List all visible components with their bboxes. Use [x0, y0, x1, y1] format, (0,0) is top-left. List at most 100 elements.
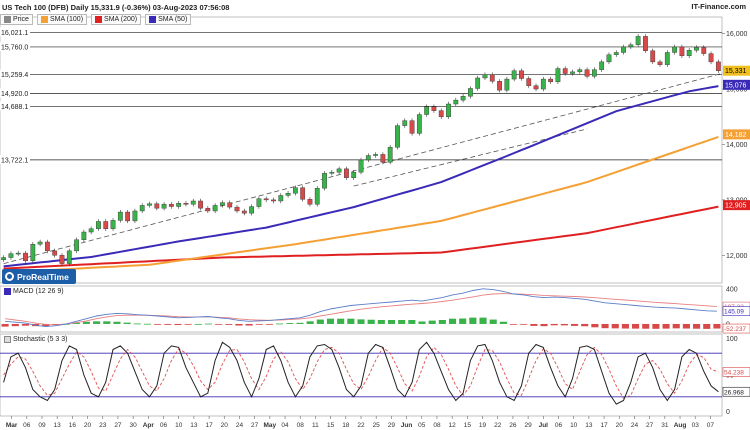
candle-body: [198, 200, 203, 209]
candle-body: [292, 187, 298, 194]
macd-histogram-bar: [693, 323, 701, 329]
x-tick-label: 12: [449, 422, 457, 429]
macd-histogram-bar: [499, 321, 507, 324]
macd-histogram-bar: [540, 323, 548, 327]
x-tick-label: 11: [312, 422, 319, 429]
macd-histogram-bar: [225, 323, 233, 325]
x-tick-label: 06: [23, 422, 31, 429]
macd-histogram-bar: [520, 323, 528, 325]
x-tick-label: Apr: [143, 422, 155, 429]
candle-body: [183, 202, 189, 205]
x-tick-label: 15: [327, 422, 335, 429]
price-value-tag-text: 15,076: [725, 82, 747, 89]
candle-body: [519, 70, 524, 79]
x-tick-label: 18: [342, 422, 350, 429]
x-tick-label: 04: [281, 422, 289, 429]
legend-item-sma200[interactable]: SMA (200): [91, 14, 142, 25]
stoch-value-tag: [722, 367, 750, 377]
price-value-tag-text: 12,905: [725, 203, 747, 210]
x-tick-label: Jun: [401, 422, 413, 429]
candle-body: [220, 202, 225, 206]
macd-histogram-bar: [103, 321, 111, 324]
candle-body: [263, 198, 269, 201]
x-tick-label: 20: [221, 422, 229, 429]
trendline: [3, 72, 726, 264]
candle-body: [540, 78, 546, 90]
legend-item-sma50[interactable]: SMA (50): [145, 14, 192, 25]
level-label: 13,722.1: [1, 157, 28, 164]
candle-body: [577, 69, 583, 73]
candle-body: [446, 103, 451, 117]
stoch-y-tick: 0: [726, 409, 730, 416]
x-tick-label: 09: [38, 422, 46, 429]
candle-body: [205, 207, 211, 212]
macd-histogram-bar: [265, 323, 274, 325]
candle-body: [606, 54, 612, 63]
x-tick-label: 13: [190, 422, 198, 429]
candle-body: [380, 154, 386, 163]
macd-histogram-bar: [286, 323, 294, 324]
candle-body: [285, 193, 291, 196]
candle-body: [664, 52, 670, 65]
candle-body: [161, 204, 167, 209]
macd-histogram-bar: [459, 318, 467, 324]
candle-body: [23, 252, 28, 262]
candle-body: [504, 78, 510, 91]
macd-value-tag: [722, 323, 750, 334]
brand-label[interactable]: IT-Finance.com: [691, 2, 746, 11]
price-y-tick: 12,000: [726, 253, 748, 260]
candle-body: [96, 221, 101, 229]
candle-body: [358, 159, 364, 173]
stoch-swatch: [4, 336, 11, 343]
x-tick-label: 27: [251, 422, 259, 429]
candle-body: [139, 205, 145, 212]
candle-body: [497, 81, 502, 91]
macd-histogram-bar: [550, 323, 558, 326]
macd-histogram-bar: [448, 318, 457, 324]
candle-body: [489, 74, 495, 82]
macd-histogram-bar: [215, 323, 223, 325]
macd-histogram-bar: [570, 323, 579, 326]
macd-histogram-bar: [652, 323, 660, 329]
macd-histogram-bar: [316, 319, 324, 324]
candle-body: [460, 96, 466, 101]
candle-body: [708, 53, 714, 63]
candle-body: [110, 220, 116, 229]
x-tick-label: 20: [616, 422, 624, 429]
macd-histogram-bar: [469, 317, 477, 324]
candle-body: [52, 250, 58, 256]
macd-histogram-bar: [174, 323, 182, 326]
x-tick-label: 03: [692, 422, 700, 429]
macd-histogram-bar: [581, 323, 589, 327]
macd-histogram-bar: [621, 323, 629, 329]
macd-histogram-bar: [408, 320, 416, 324]
macd-histogram-bar: [276, 323, 284, 325]
x-tick-label: 10: [175, 422, 183, 429]
macd-histogram-bar: [601, 323, 609, 329]
legend-item-sma100[interactable]: SMA (100): [36, 14, 88, 25]
candle-body: [234, 206, 240, 212]
x-tick-label: 07: [707, 422, 715, 429]
level-label-bg: [0, 154, 30, 164]
candle-body: [613, 52, 619, 55]
candle-body: [154, 203, 160, 209]
candle-body: [526, 78, 532, 86]
candle-body: [438, 110, 444, 117]
candle-body: [125, 211, 131, 222]
candle-body: [657, 61, 663, 65]
x-tick-label: 22: [494, 422, 502, 429]
logo-circle-icon: [5, 272, 14, 281]
candle-body: [672, 46, 677, 53]
macd-histogram-bar: [682, 323, 690, 329]
candle-body: [88, 228, 94, 233]
legend-label: SMA (50): [158, 16, 188, 23]
macd-panel-title[interactable]: MACD (12 26 9): [2, 288, 66, 295]
stoch-title-text: Stochastic (5 3 3): [13, 336, 68, 343]
legend-item-price[interactable]: Price: [0, 14, 33, 25]
candle-body: [168, 204, 174, 207]
candle-body: [176, 202, 182, 207]
candle-body: [81, 231, 87, 240]
stoch-panel-title[interactable]: Stochastic (5 3 3): [2, 336, 70, 343]
macd-signal-line: [5, 293, 717, 326]
macd-histogram-bar: [245, 323, 253, 326]
